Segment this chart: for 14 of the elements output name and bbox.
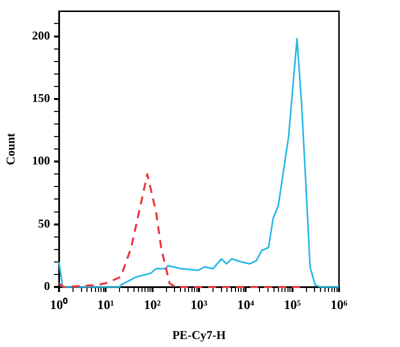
x-tick-label: 10² bbox=[144, 297, 161, 312]
x-tick-label: 10⁰ bbox=[50, 297, 68, 312]
y-tick-label: 0 bbox=[44, 279, 50, 294]
y-tick-label: 100 bbox=[32, 154, 50, 168]
y-tick-label: 50 bbox=[38, 216, 50, 230]
x-tick-label: 10⁶ bbox=[330, 297, 348, 312]
x-tick-label: 10⁵ bbox=[284, 297, 301, 312]
x-tick-label: 10¹ bbox=[97, 297, 114, 312]
y-tick-label: 150 bbox=[32, 91, 50, 106]
x-axis-title: PE-Cy7-H bbox=[172, 328, 226, 342]
x-tick-label: 10³ bbox=[190, 297, 208, 312]
x-tick-label: 10⁴ bbox=[237, 297, 254, 312]
y-tick-label: 200 bbox=[32, 28, 50, 42]
y-axis-title: Count bbox=[3, 133, 18, 166]
